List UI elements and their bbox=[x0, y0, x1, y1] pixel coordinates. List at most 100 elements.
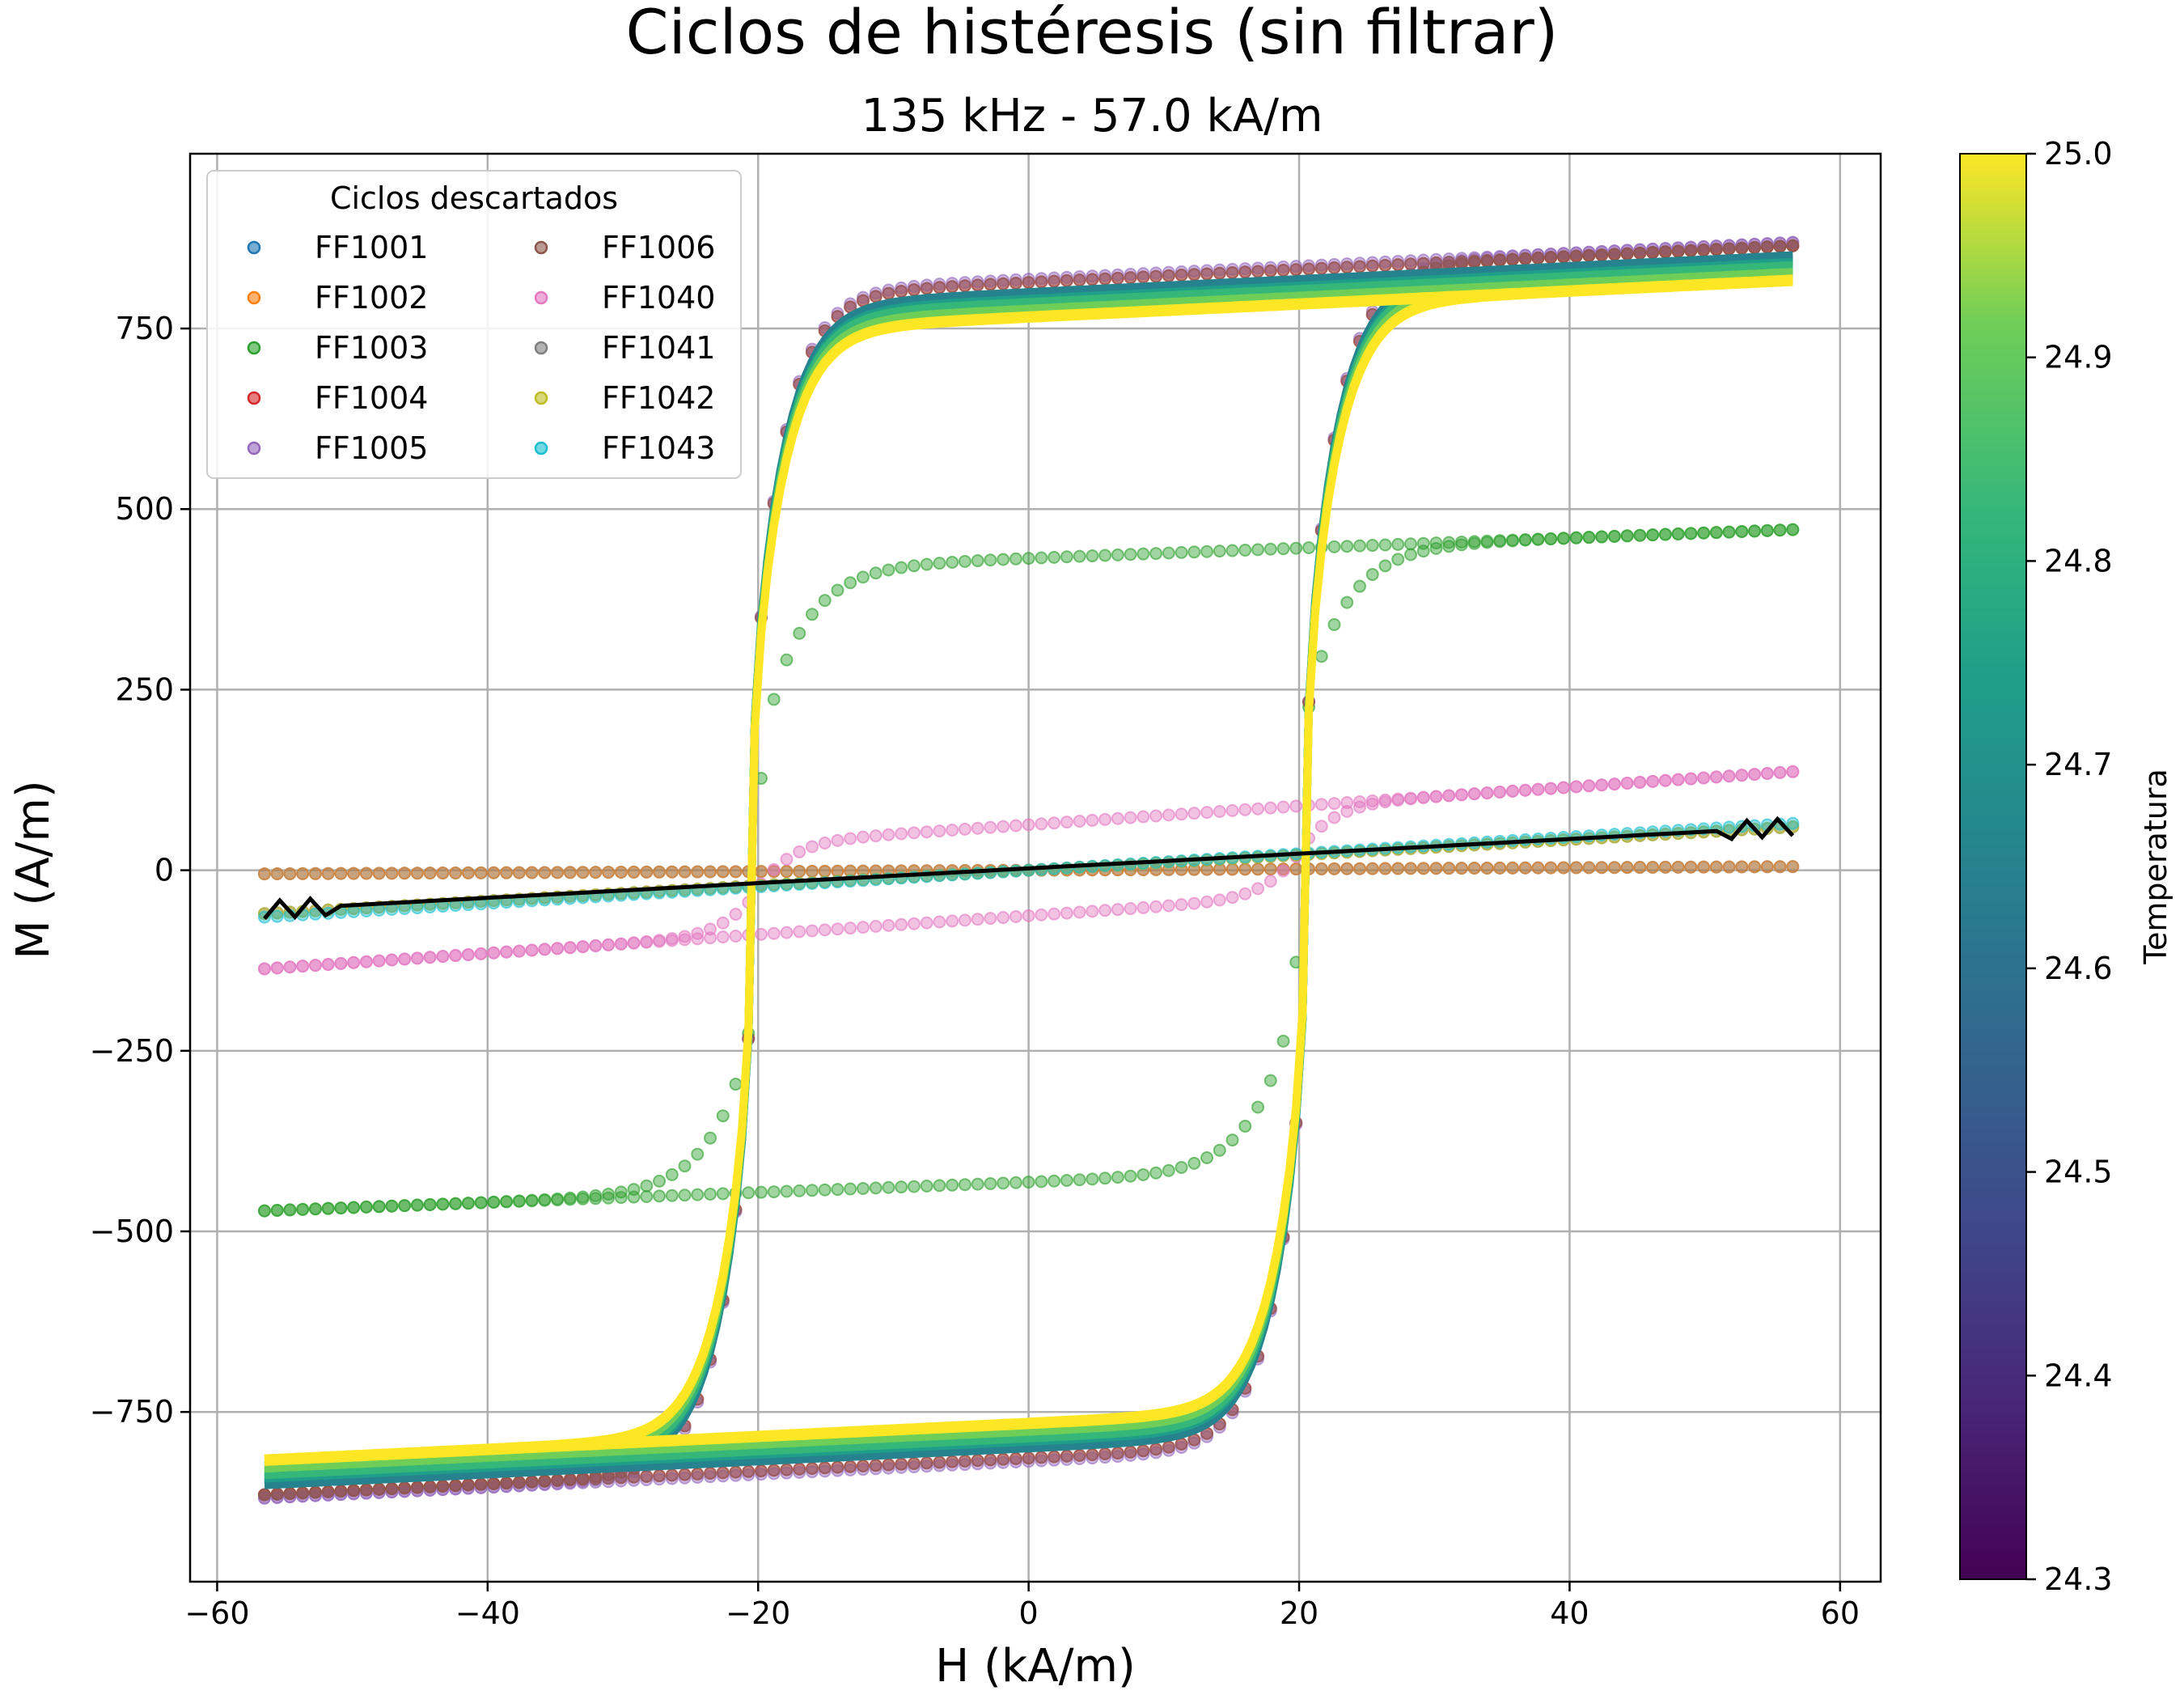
discarded-cycle-FF1003 bbox=[704, 1188, 717, 1201]
discarded-cycle-FF1040 bbox=[920, 825, 933, 839]
discarded-cycle-FF1006 bbox=[958, 279, 971, 293]
discarded-cycle-FF1003 bbox=[1175, 1160, 1188, 1174]
discarded-cycle-FF1005 bbox=[1760, 237, 1774, 251]
discarded-cycle-FF1006 bbox=[920, 282, 933, 295]
discarded-cycle-FF1005 bbox=[1048, 1453, 1061, 1467]
discarded-cycle-FF1006 bbox=[984, 278, 997, 291]
legend-marker bbox=[534, 391, 548, 405]
discarded-cycle-FF1002 bbox=[716, 865, 730, 879]
discarded-cycle-FF1003 bbox=[793, 1184, 806, 1197]
discarded-cycle-FF1003 bbox=[653, 1189, 667, 1203]
discarded-cycle-FF1002 bbox=[1200, 862, 1214, 876]
discarded-cycle-FF1040 bbox=[270, 961, 284, 975]
discarded-cycle-FF1005 bbox=[920, 1460, 933, 1473]
discarded-cycle-FF1005 bbox=[1595, 244, 1609, 258]
discarded-cycle-FF1006 bbox=[1162, 1440, 1175, 1454]
discarded-cycle-FF1002 bbox=[640, 865, 654, 879]
discarded-cycle-FF1005 bbox=[1582, 245, 1596, 259]
discarded-cycle-FF1005 bbox=[1111, 268, 1124, 282]
discarded-cycle-FF1040 bbox=[805, 840, 819, 854]
discarded-cycle-FF1002 bbox=[1582, 861, 1596, 875]
discarded-cycle-FF1040 bbox=[1760, 766, 1774, 780]
discarded-cycle-FF1006 bbox=[844, 1460, 857, 1473]
discarded-cycle-FF1003 bbox=[1391, 553, 1405, 566]
discarded-cycle-FF1005 bbox=[844, 1463, 857, 1477]
discarded-cycle-FF1040 bbox=[1162, 899, 1175, 913]
discarded-cycle-FF1040 bbox=[1544, 782, 1558, 795]
discarded-cycle-FF1003 bbox=[1175, 545, 1188, 559]
discarded-cycle-FF1040 bbox=[1722, 769, 1736, 783]
discarded-cycle-FF1005 bbox=[946, 277, 959, 290]
discarded-cycle-FF1003 bbox=[971, 554, 984, 568]
discarded-cycle-FF1040 bbox=[1684, 772, 1698, 786]
discarded-cycle-FF1002 bbox=[551, 866, 565, 879]
y-axis-label: M (A/m) bbox=[7, 780, 60, 960]
discarded-cycle-FF1006 bbox=[500, 1477, 514, 1490]
discarded-cycle-FF1002 bbox=[270, 867, 284, 881]
discarded-cycle-FF1003 bbox=[805, 608, 819, 621]
discarded-cycle-FF1005 bbox=[1060, 1452, 1073, 1466]
discarded-cycle-FF1005 bbox=[1276, 260, 1290, 273]
discarded-cycle-FF1003 bbox=[1480, 534, 1494, 548]
discarded-cycle-FF1003 bbox=[1403, 537, 1417, 551]
discarded-cycle-FF1002 bbox=[1442, 862, 1456, 875]
discarded-cycle-FF1040 bbox=[755, 927, 768, 941]
discarded-cycle-FF1003 bbox=[805, 1184, 819, 1197]
discarded-cycle-FF1003 bbox=[563, 1191, 577, 1205]
x-tick-label: 40 bbox=[1550, 1595, 1589, 1631]
discarded-cycle-FF1040 bbox=[1556, 781, 1570, 794]
discarded-cycle-FF1003 bbox=[933, 557, 946, 570]
discarded-cycle-FF1003 bbox=[1582, 531, 1596, 544]
discarded-cycle-FF1005 bbox=[1327, 257, 1341, 271]
discarded-cycle-FF1002 bbox=[1760, 860, 1774, 874]
discarded-cycle-FF1003 bbox=[882, 563, 895, 577]
discarded-cycle-FF1003 bbox=[1340, 540, 1354, 553]
discarded-cycle-FF1003 bbox=[283, 1203, 297, 1217]
y-tick-label: 750 bbox=[115, 311, 174, 346]
discarded-cycle-FF1003 bbox=[1671, 527, 1685, 540]
discarded-cycle-FF1003 bbox=[907, 1180, 921, 1193]
discarded-cycle-FF1005 bbox=[933, 1459, 946, 1472]
discarded-cycle-FF1002 bbox=[347, 866, 361, 880]
discarded-cycle-FF1040 bbox=[729, 930, 743, 943]
discarded-cycle-FF1006 bbox=[1162, 269, 1175, 282]
discarded-cycle-FF1002 bbox=[1786, 860, 1800, 874]
discarded-cycle-FF1006 bbox=[1505, 252, 1519, 266]
discarded-cycle-FF1006 bbox=[1225, 266, 1239, 280]
discarded-cycle-FF1002 bbox=[1748, 860, 1762, 874]
discarded-cycle-FF1002 bbox=[1467, 862, 1481, 875]
discarded-cycle-FF1043 bbox=[1722, 820, 1736, 834]
discarded-cycle-FF1006 bbox=[1073, 273, 1086, 287]
discarded-cycle-FF1006 bbox=[895, 285, 908, 299]
discarded-cycle-FF1006 bbox=[984, 1453, 997, 1467]
discarded-cycle-FF1005 bbox=[895, 281, 908, 294]
discarded-cycle-FF1002 bbox=[487, 866, 501, 879]
discarded-cycle-FF1006 bbox=[257, 1488, 271, 1502]
discarded-cycle-FF1005 bbox=[1480, 250, 1494, 264]
discarded-cycle-FF1003 bbox=[1429, 536, 1443, 550]
discarded-cycle-FF1040 bbox=[678, 933, 692, 947]
discarded-cycle-FF1040 bbox=[1098, 812, 1112, 826]
discarded-cycle-FF1003 bbox=[640, 1179, 654, 1193]
discarded-cycle-FF1040 bbox=[1697, 771, 1711, 785]
discarded-cycle-FF1003 bbox=[984, 1176, 997, 1190]
discarded-cycle-FF1006 bbox=[997, 1452, 1010, 1466]
discarded-cycle-FF1040 bbox=[831, 922, 844, 936]
discarded-cycle-FF1006 bbox=[1136, 1444, 1150, 1458]
discarded-cycle-FF1006 bbox=[1671, 244, 1685, 258]
discarded-cycle-FF1003 bbox=[1263, 1074, 1277, 1087]
discarded-cycle-FF1003 bbox=[359, 1200, 373, 1214]
discarded-cycle-FF1040 bbox=[869, 919, 882, 933]
x-axis-label: H (kA/m) bbox=[935, 1640, 1136, 1693]
discarded-cycle-FF1003 bbox=[1009, 1176, 1022, 1189]
discarded-cycle-FF1040 bbox=[1111, 903, 1124, 917]
discarded-cycle-FF1002 bbox=[1403, 862, 1417, 875]
discarded-cycle-FF1003 bbox=[1200, 1151, 1214, 1165]
discarded-cycle-FF1043 bbox=[270, 909, 284, 923]
discarded-cycle-FF1005 bbox=[1187, 265, 1201, 278]
discarded-cycle-FF1040 bbox=[971, 821, 984, 835]
discarded-cycle-FF1040 bbox=[984, 912, 997, 926]
discarded-cycle-FF1006 bbox=[1009, 276, 1022, 290]
discarded-cycle-FF1040 bbox=[856, 921, 870, 934]
